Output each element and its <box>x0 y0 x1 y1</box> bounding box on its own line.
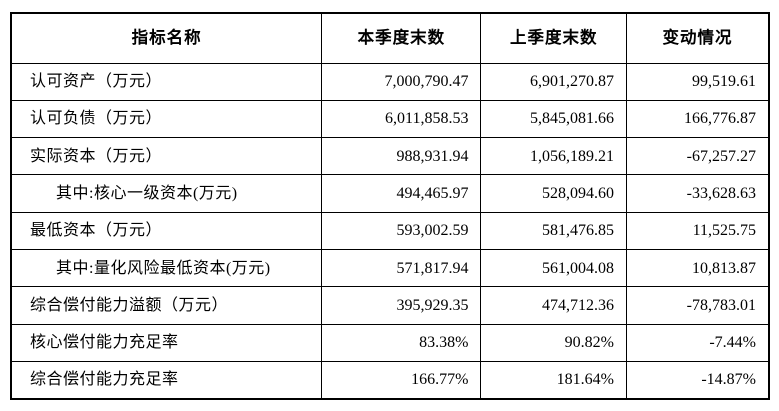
indicator-name-cell: 最低资本（万元） <box>10 211 323 251</box>
previous-value-cell: 90.82% <box>480 323 627 363</box>
table-row: 其中:核心一级资本(万元) 494,465.97 528,094.60 -33,628… <box>10 174 770 213</box>
change-value-cell: -78,783.01 <box>625 286 770 325</box>
current-value-cell: 83.38% <box>321 323 482 363</box>
indicator-name-cell: 实际资本（万元） <box>10 137 323 176</box>
table-row: 核心偿付能力充足率 83.38% 90.82% -7.44% <box>10 323 770 363</box>
table-row: 最低资本（万元） 593,002.59 581,476.85 11,525.75 <box>10 211 770 251</box>
indicator-name-cell: 其中:核心一级资本(万元) <box>10 174 323 213</box>
table-row: 认可负债（万元） 6,011,858.53 5,845,081.66 166,776.… <box>10 99 770 139</box>
previous-value-cell: 5,845,081.66 <box>480 99 627 139</box>
previous-value-cell: 561,004.08 <box>480 249 627 288</box>
change-value-cell: 99,519.61 <box>625 62 770 101</box>
current-value-cell: 593,002.59 <box>321 211 482 251</box>
current-value-cell: 395,929.35 <box>321 286 482 325</box>
previous-value-cell: 474,712.36 <box>480 286 627 325</box>
change-value-cell: -67,257.27 <box>625 137 770 176</box>
indicator-name-cell: 核心偿付能力充足率 <box>10 323 323 363</box>
indicator-name-cell: 综合偿付能力溢额（万元） <box>10 286 323 325</box>
indicator-name-cell: 其中:量化风险最低资本(万元) <box>10 249 323 288</box>
indicator-name-cell: 认可资产（万元） <box>10 62 323 101</box>
table-body: 认可资产（万元） 7,000,790.47 6,901,270.87 99,519.6… <box>10 62 770 400</box>
current-value-cell: 494,465.97 <box>321 174 482 213</box>
header-current-quarter: 本季度末数 <box>321 12 482 64</box>
change-value-cell: 10,813.87 <box>625 249 770 288</box>
current-value-cell: 7,000,790.47 <box>321 62 482 101</box>
previous-value-cell: 181.64% <box>480 361 627 400</box>
table-header: 指标名称 本季度末数 上季度末数 变动情况 <box>10 12 770 64</box>
table-row: 综合偿付能力充足率 166.77% 181.64% -14.87% <box>10 361 770 400</box>
header-change: 变动情况 <box>625 12 770 64</box>
current-value-cell: 6,011,858.53 <box>321 99 482 139</box>
change-value-cell: 166,776.87 <box>625 99 770 139</box>
change-value-cell: -7.44% <box>625 323 770 363</box>
current-value-cell: 166.77% <box>321 361 482 400</box>
change-value-cell: -33,628.63 <box>625 174 770 213</box>
previous-value-cell: 1,056,189.21 <box>480 137 627 176</box>
indicator-name-cell: 认可负债（万元） <box>10 99 323 139</box>
table-row: 综合偿付能力溢额（万元） 395,929.35 474,712.36 -78,783.… <box>10 286 770 325</box>
previous-value-cell: 6,901,270.87 <box>480 62 627 101</box>
current-value-cell: 988,931.94 <box>321 137 482 176</box>
header-previous-quarter: 上季度末数 <box>480 12 627 64</box>
current-value-cell: 571,817.94 <box>321 249 482 288</box>
solvency-indicator-table: 指标名称 本季度末数 上季度末数 变动情况 认可资产（万元） 7,000,790.… <box>10 12 770 400</box>
table-row: 实际资本（万元） 988,931.94 1,056,189.21 -67,257.27 <box>10 137 770 176</box>
previous-value-cell: 528,094.60 <box>480 174 627 213</box>
table-row: 其中:量化风险最低资本(万元) 571,817.94 561,004.08 10,81… <box>10 249 770 288</box>
indicator-name-cell: 综合偿付能力充足率 <box>10 361 323 400</box>
table-row: 认可资产（万元） 7,000,790.47 6,901,270.87 99,519.6… <box>10 62 770 101</box>
header-indicator-name: 指标名称 <box>10 12 323 64</box>
header-row: 指标名称 本季度末数 上季度末数 变动情况 <box>10 12 770 64</box>
change-value-cell: -14.87% <box>625 361 770 400</box>
previous-value-cell: 581,476.85 <box>480 211 627 251</box>
change-value-cell: 11,525.75 <box>625 211 770 251</box>
